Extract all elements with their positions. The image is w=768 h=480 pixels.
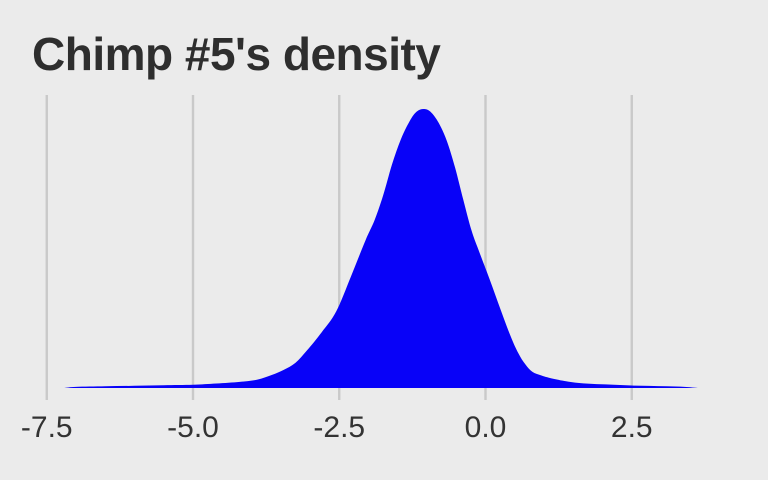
x-tick-label: -5.0	[167, 411, 219, 444]
x-axis-labels: -7.5 -5.0 -2.5 0.0 2.5	[21, 411, 653, 444]
x-tick-label: 0.0	[465, 411, 507, 444]
x-tick-label: 2.5	[611, 411, 653, 444]
x-tick-label: -7.5	[21, 411, 73, 444]
chart-title: Chimp #5's density	[32, 28, 441, 80]
x-tick-label: -2.5	[313, 411, 365, 444]
density-area	[64, 109, 698, 388]
